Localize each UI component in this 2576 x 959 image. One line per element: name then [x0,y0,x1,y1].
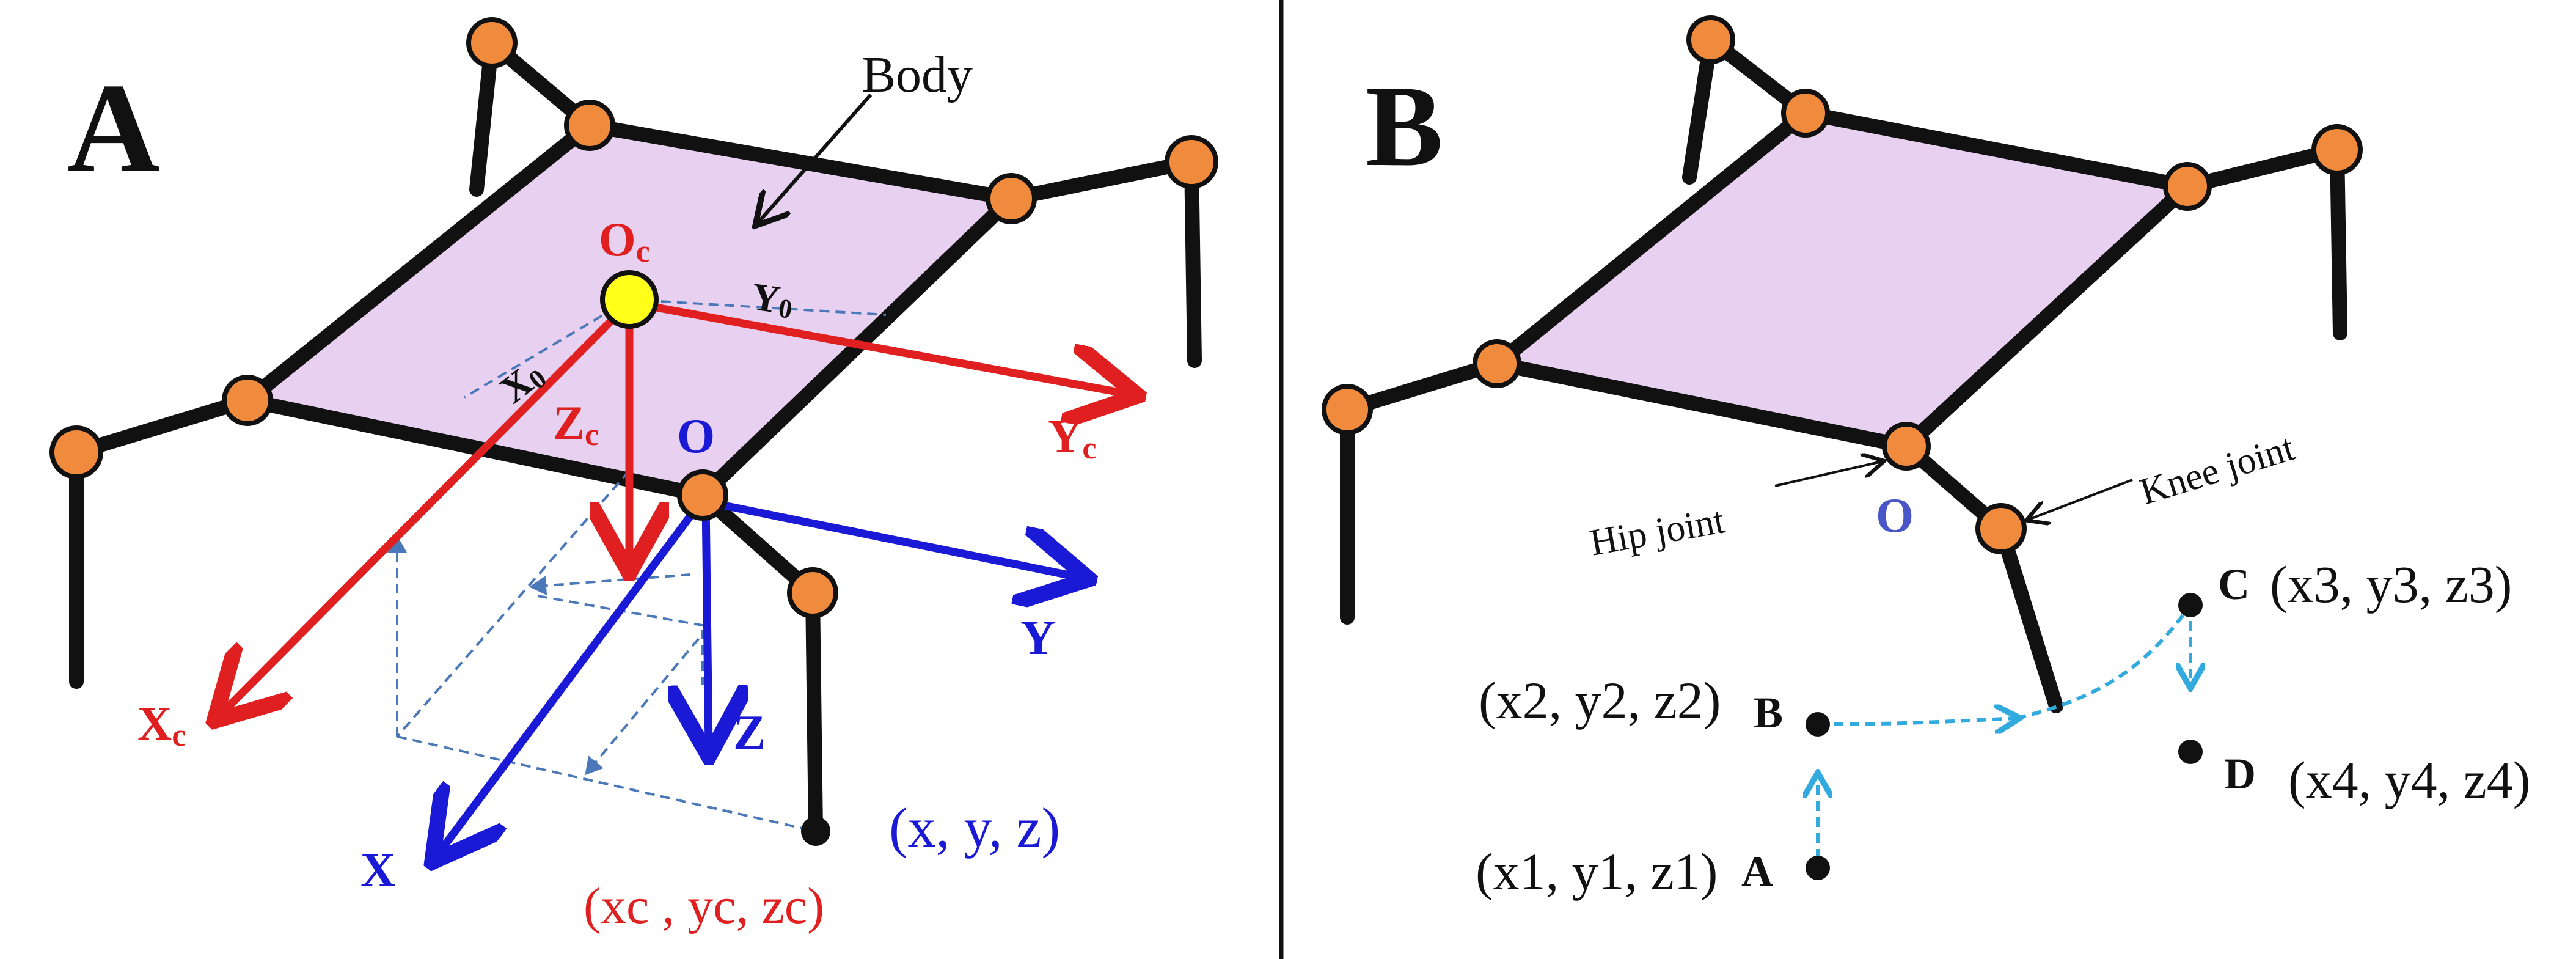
foot-coord-leg-frame: (x, y, z) [889,796,1060,859]
panel-a-letter: A [67,57,160,199]
knee-joint-label: Knee joint [2135,427,2300,513]
x-axis-label: X [360,843,396,897]
point-d-coord: (x4, y4, z4) [2288,751,2530,809]
point-a-coord: (x1, y1, z1) [1476,842,1718,901]
foot-trajectory [1818,604,2190,859]
z-axis-label: Z [733,706,766,760]
zc-label: Zc [553,396,599,452]
joints-b [1322,15,2363,554]
foot-coord-body-frame: (xc , yc, zc) [584,878,824,935]
origin-label-a: O [677,410,715,463]
hip-pointer-arrow [1774,461,1882,487]
y-axis-label: Y [1020,611,1056,665]
panel-a: A [49,17,1218,935]
foot-point [801,817,830,846]
joints-a [49,17,1218,619]
knee-joint [1975,503,2027,554]
center-label: Oc [599,213,650,269]
point-d [2178,740,2203,764]
origin-label-b: O [1876,489,1914,543]
point-d-name: D [2224,749,2256,798]
xc-label: Xc [137,697,186,753]
point-a [1806,856,1830,880]
hip-joint-label: Hip joint [1587,499,1728,564]
axis-yc [628,298,1130,394]
point-c [2178,593,2203,617]
hip-joint [1882,422,1931,471]
knee-pointer-arrow [2029,479,2133,520]
axis-z [706,501,709,749]
yc-label: Yc [1048,410,1096,466]
point-c-coord: (x3, y3, z3) [2270,555,2512,614]
body-plate-b [1490,106,2195,454]
point-c-name: C [2218,560,2250,609]
panel-b: B Hip joint Knee joint O [1322,15,2530,901]
axis-xc [220,299,632,715]
point-a-name: A [1741,847,1773,896]
panel-b-letter: B [1366,62,1443,191]
body-center-joint [600,270,659,329]
axis-y [701,497,1081,578]
body-label: Body [862,46,973,103]
point-b-name: B [1754,688,1783,737]
body-pointer-arrow [758,94,873,223]
leg-frame-axes [437,497,1081,856]
body-frame-axes [220,298,1130,715]
projection-guides [387,298,887,832]
axis-x [437,499,705,856]
point-b-coord: (x2, y2, z2) [1479,671,1721,730]
point-b [1806,712,1830,737]
y0-label: Y0 [748,274,796,325]
